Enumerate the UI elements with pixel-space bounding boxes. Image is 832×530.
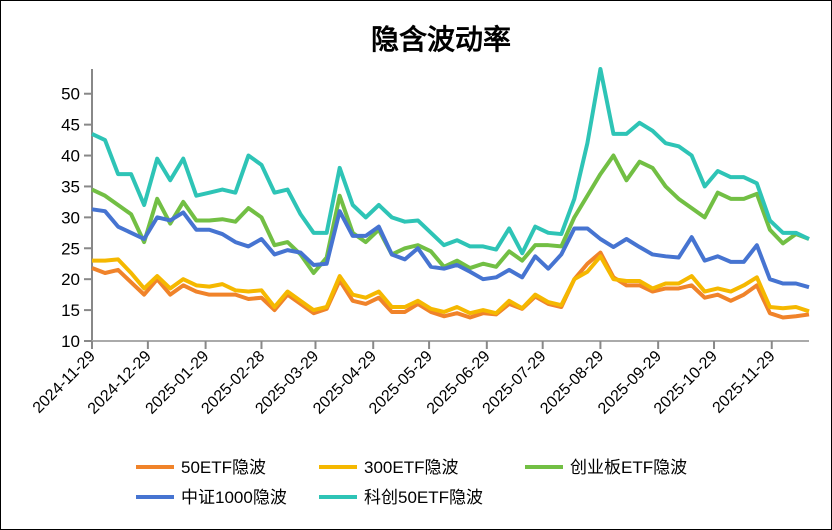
legend-label: 中证1000隐波 xyxy=(181,488,287,507)
series-line-1 xyxy=(92,254,810,316)
y-tick-label: 30 xyxy=(61,208,80,227)
y-tick-label: 15 xyxy=(61,301,80,320)
chart-title: 隐含波动率 xyxy=(371,23,511,56)
legend-label: 300ETF隐波 xyxy=(364,458,458,477)
legend-label: 创业板ETF隐波 xyxy=(570,458,687,477)
y-tick-label: 40 xyxy=(61,147,80,166)
series-line-4 xyxy=(91,67,810,256)
y-tick-label: 10 xyxy=(61,332,80,351)
series-line-3 xyxy=(91,207,810,290)
series-line-0 xyxy=(91,250,810,320)
y-tick-label: 50 xyxy=(61,85,80,104)
y-tick-label: 45 xyxy=(61,116,80,135)
y-tick-label: 35 xyxy=(61,177,80,196)
legend-label: 科创50ETF隐波 xyxy=(364,488,483,507)
series-line-2 xyxy=(91,153,810,275)
legend-label: 50ETF隐波 xyxy=(181,458,266,477)
y-tick-label: 25 xyxy=(61,239,80,258)
x-tick-label: 2025-11-29 xyxy=(710,348,779,417)
y-tick-label: 20 xyxy=(61,270,80,289)
